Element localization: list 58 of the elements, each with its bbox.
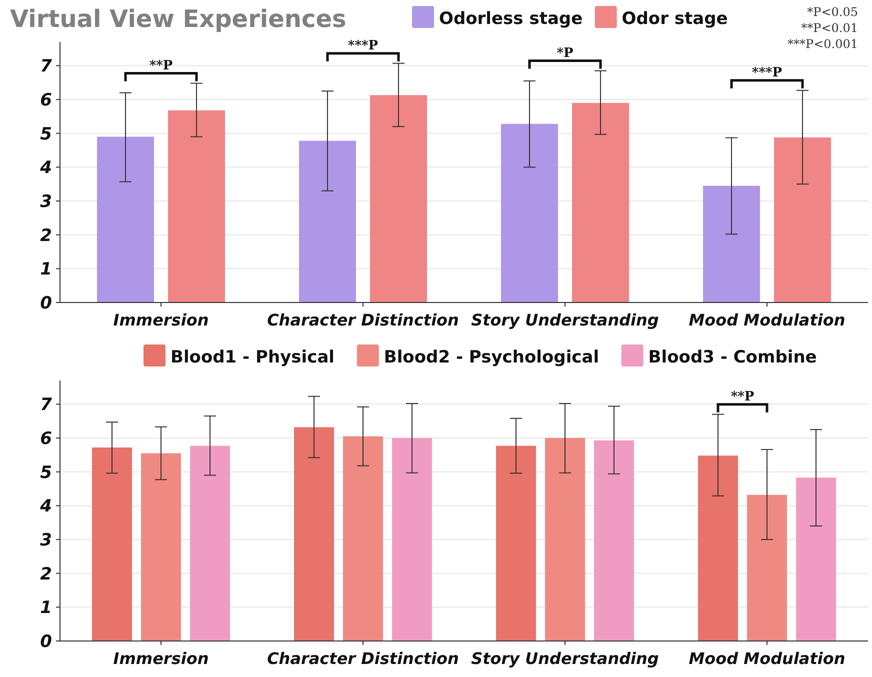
x-tick-label: Story Understanding [471, 310, 659, 330]
y-tick-label: 0 [40, 293, 52, 314]
bar [168, 110, 225, 302]
bar [496, 446, 536, 641]
text: **P<0.01 [801, 21, 858, 35]
y-tick-label: 6 [40, 428, 52, 449]
y-tick-label: 3 [40, 192, 52, 212]
legend-label: Odor stage [622, 9, 728, 29]
y-tick-label: 1 [40, 598, 52, 618]
annotation: ***P [752, 65, 782, 80]
x-tick-label: Immersion [113, 310, 209, 330]
x-tick-label: Immersion [113, 649, 209, 668]
bar [774, 137, 831, 302]
y-tick-label: 4 [39, 158, 52, 178]
legend-label: Blood3 - Combine [648, 348, 817, 368]
bar [190, 446, 230, 641]
legend-label: Blood1 - Physical [170, 348, 334, 368]
y-tick-label: 0 [40, 632, 52, 652]
y-tick-label: 5 [40, 124, 52, 144]
legend-label: Blood2 - Psychological [384, 348, 600, 368]
bar [572, 102, 629, 302]
bar [299, 140, 356, 302]
annotation: **P [149, 58, 173, 74]
bar [392, 438, 432, 641]
y-tick-label: 6 [40, 90, 52, 110]
legend-label: Odorless stage [439, 9, 583, 29]
annotation: *P [556, 46, 574, 61]
annotation: ***P<0.001 [788, 37, 858, 51]
bar [747, 494, 787, 641]
bar [97, 136, 154, 302]
annotation: **P [730, 389, 754, 404]
bar [370, 95, 427, 302]
annotation: ***P [348, 38, 378, 54]
chart-title: Virtual View Experiences [10, 5, 346, 33]
text: *P<0.05 [807, 5, 858, 19]
x-tick-label: Mood Modulation [688, 649, 846, 668]
x-tick-label: Mood Modulation [688, 310, 846, 330]
y-tick-label: 5 [40, 462, 52, 483]
bar [703, 186, 760, 302]
bar [294, 427, 334, 641]
bar [545, 438, 585, 641]
x-tick-label: Story Understanding [471, 649, 659, 668]
bar [343, 436, 383, 641]
x-tick-label: Character Distinction [267, 649, 459, 668]
x-tick-label: Character Distinction [267, 310, 459, 330]
y-tick-label: 4 [39, 496, 52, 517]
y-tick-label: 3 [40, 530, 52, 550]
y-tick-label: 1 [40, 260, 52, 280]
y-tick-label: 2 [40, 564, 52, 584]
bar [594, 440, 634, 641]
bar [501, 124, 558, 302]
bar [92, 447, 132, 641]
y-tick-label: 2 [40, 226, 52, 246]
bar [698, 456, 738, 641]
bar [796, 478, 836, 641]
y-tick-label: 7 [40, 56, 52, 77]
bar [141, 453, 181, 641]
y-tick-label: 7 [40, 395, 52, 416]
